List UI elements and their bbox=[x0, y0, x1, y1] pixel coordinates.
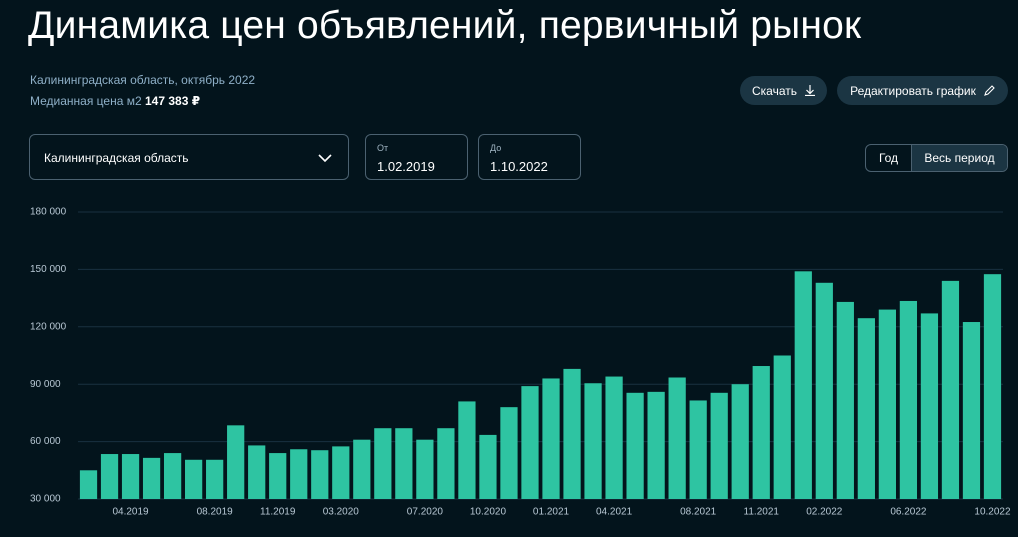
bar bbox=[290, 449, 308, 499]
bar bbox=[752, 366, 770, 499]
median-label: Медианная цена м2 bbox=[30, 94, 142, 108]
chevron bbox=[318, 154, 332, 163]
bar bbox=[584, 383, 602, 499]
bar bbox=[605, 376, 623, 499]
bar bbox=[416, 439, 434, 499]
bar bbox=[521, 386, 539, 499]
y-tick-label: 120 000 bbox=[30, 321, 67, 332]
x-tick-label: 08.2019 bbox=[197, 507, 234, 518]
bar bbox=[542, 378, 560, 499]
bar bbox=[311, 450, 329, 499]
bar bbox=[920, 313, 939, 499]
bar bbox=[626, 392, 644, 499]
download-button[interactable]: Скачать bbox=[740, 76, 827, 105]
x-tick-label: 06.2022 bbox=[890, 507, 927, 518]
download-text: Скачать bbox=[752, 83, 797, 98]
bar bbox=[269, 453, 287, 499]
x-tick-label: 10.2022 bbox=[974, 507, 1011, 518]
bar bbox=[100, 454, 119, 499]
bar bbox=[500, 407, 518, 499]
x-tick-label: 04.2021 bbox=[596, 507, 633, 518]
bar bbox=[458, 401, 476, 499]
bar bbox=[121, 454, 140, 499]
bar bbox=[836, 301, 854, 499]
bar bbox=[710, 392, 728, 499]
bar bbox=[878, 309, 896, 499]
bar bbox=[899, 300, 918, 499]
period-year[interactable]: Год bbox=[878, 151, 899, 165]
bar bbox=[142, 457, 161, 499]
x-tick-label: 08.2021 bbox=[680, 507, 717, 518]
x-tick-label: 07.2020 bbox=[407, 507, 444, 518]
bar bbox=[479, 434, 497, 499]
bar bbox=[983, 274, 1002, 499]
bar bbox=[163, 453, 182, 499]
bar bbox=[815, 282, 833, 499]
from-value: 1.02.2019 bbox=[377, 159, 435, 174]
x-tick-label: 02.2022 bbox=[806, 507, 843, 518]
title: Динамика цен объявлений, первичный рынок bbox=[28, 4, 862, 47]
bar bbox=[773, 355, 791, 499]
bar bbox=[332, 446, 350, 499]
period-all[interactable]: Весь период bbox=[911, 145, 1007, 171]
bar bbox=[353, 439, 371, 499]
bar bbox=[794, 271, 812, 499]
bar bbox=[563, 368, 581, 499]
to-label: До bbox=[490, 143, 502, 153]
edit-text: Редактировать график bbox=[850, 83, 976, 98]
y-tick-label: 180 000 bbox=[30, 207, 67, 218]
region-text: Калининградская область bbox=[44, 151, 189, 165]
period-toggle: Год Весь период bbox=[865, 144, 1008, 172]
bar bbox=[248, 445, 266, 499]
bar bbox=[374, 428, 392, 499]
bar bbox=[437, 428, 455, 499]
x-tick-label: 10.2020 bbox=[470, 507, 507, 518]
bar bbox=[227, 425, 245, 499]
region-select[interactable]: Калининградская область bbox=[29, 134, 349, 180]
bar bbox=[185, 459, 203, 499]
y-tick-label: 150 000 bbox=[30, 264, 67, 275]
bar bbox=[647, 391, 665, 499]
edit-icon bbox=[984, 85, 995, 96]
date-to[interactable]: До 1.10.2022 bbox=[478, 134, 581, 180]
bar bbox=[79, 470, 98, 499]
bar bbox=[962, 322, 981, 499]
edit-button[interactable]: Редактировать график bbox=[837, 76, 1008, 105]
bar bbox=[395, 428, 413, 499]
median: Медианная цена м2 147 383 ₽ bbox=[30, 94, 200, 108]
y-tick-label: 30 000 bbox=[30, 494, 61, 505]
x-tick-label: 01.2021 bbox=[533, 507, 570, 518]
x-tick-label: 04.2019 bbox=[112, 507, 149, 518]
date-from[interactable]: От 1.02.2019 bbox=[365, 134, 468, 180]
median-value: 147 383 ₽ bbox=[145, 94, 201, 108]
subtitle: Калининградская область, октябрь 2022 bbox=[30, 73, 256, 87]
y-tick-label: 60 000 bbox=[30, 436, 61, 447]
bar bbox=[689, 400, 707, 499]
y-tick-label: 90 000 bbox=[30, 379, 61, 390]
to-value: 1.10.2022 bbox=[490, 159, 548, 174]
x-tick-label: 11.2019 bbox=[260, 507, 296, 518]
bar bbox=[668, 377, 686, 499]
from-label: От bbox=[377, 143, 389, 153]
bar bbox=[206, 459, 224, 499]
download-icon bbox=[805, 85, 815, 96]
x-tick-label: 03.2020 bbox=[323, 507, 360, 518]
bar bbox=[731, 384, 749, 499]
bar bbox=[857, 318, 875, 499]
bar bbox=[941, 280, 960, 499]
x-tick-label: 11.2021 bbox=[744, 507, 780, 518]
